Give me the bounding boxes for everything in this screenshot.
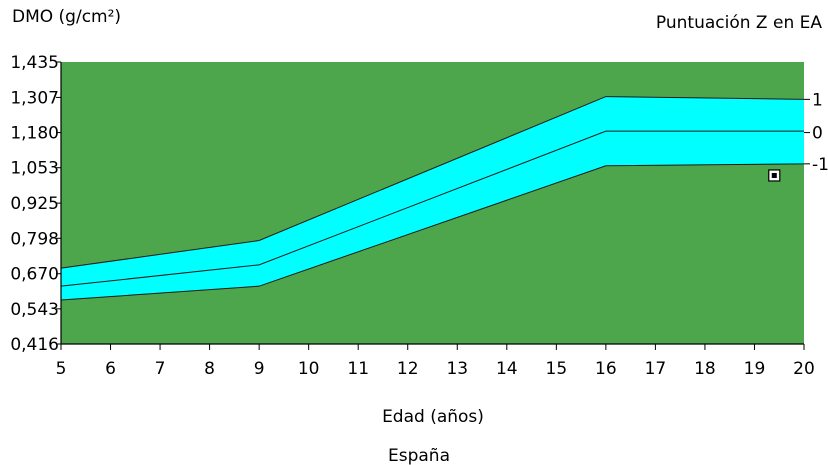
x-tick-label: 18 xyxy=(694,359,716,379)
x-tick-labels: 5 6 7 8 9 10 11 12 13 14 15 16 17 18 19 20 xyxy=(56,344,815,379)
y-tick-label: 0,798 xyxy=(10,229,59,249)
x-tick-label: 11 xyxy=(347,359,369,379)
y-tick-label: 0,925 xyxy=(10,194,59,214)
series-line-zero xyxy=(60,130,804,287)
x-tick-label: 7 xyxy=(155,359,166,379)
x-tick-label: 13 xyxy=(446,359,468,379)
x-tick-label: 5 xyxy=(56,359,67,379)
x-tick-label: 6 xyxy=(105,359,116,379)
y-tick-label: 1,180 xyxy=(10,124,59,144)
y-tick-label: 1,435 xyxy=(10,53,59,73)
x-tick-label: 16 xyxy=(595,359,617,379)
x-tick-label: 17 xyxy=(645,359,667,379)
y-tick-label: 0,543 xyxy=(10,300,59,320)
x-axis-title: Edad (años) xyxy=(382,407,484,427)
z-axis-title: Puntuación Z en EA xyxy=(656,13,822,33)
x-tick-label: 12 xyxy=(397,359,419,379)
z-tick-label: -1 xyxy=(812,155,828,175)
y-tick-label: 0,670 xyxy=(10,265,59,285)
y-tick-label: 0,416 xyxy=(10,335,59,355)
z-tick-labels: 1 0 -1 xyxy=(804,90,828,175)
x-tick-label: 14 xyxy=(496,359,518,379)
x-tick-label: 9 xyxy=(254,359,265,379)
x-tick-label: 15 xyxy=(546,359,568,379)
z-tick-label: 0 xyxy=(812,124,823,144)
z-tick-label: 1 xyxy=(812,90,823,110)
series-line-minus-1 xyxy=(60,163,805,301)
y-tick-label: 1,307 xyxy=(10,88,59,108)
series-line-plus-1 xyxy=(60,96,805,269)
x-tick-label: 20 xyxy=(793,359,815,379)
x-tick-label: 19 xyxy=(744,359,766,379)
patient-marker-center xyxy=(771,172,777,178)
x-tick-label: 8 xyxy=(204,359,215,379)
chart-footer: España xyxy=(388,446,450,465)
y-tick-label: 1,053 xyxy=(10,159,59,179)
x-tick-label: 10 xyxy=(298,359,320,379)
y-tick-labels: 0,416 0,543 0,670 0,798 0,925 1,053 1,180 1,307… xyxy=(10,53,61,355)
y-axis-title: DMO (g/cm²) xyxy=(12,7,121,27)
